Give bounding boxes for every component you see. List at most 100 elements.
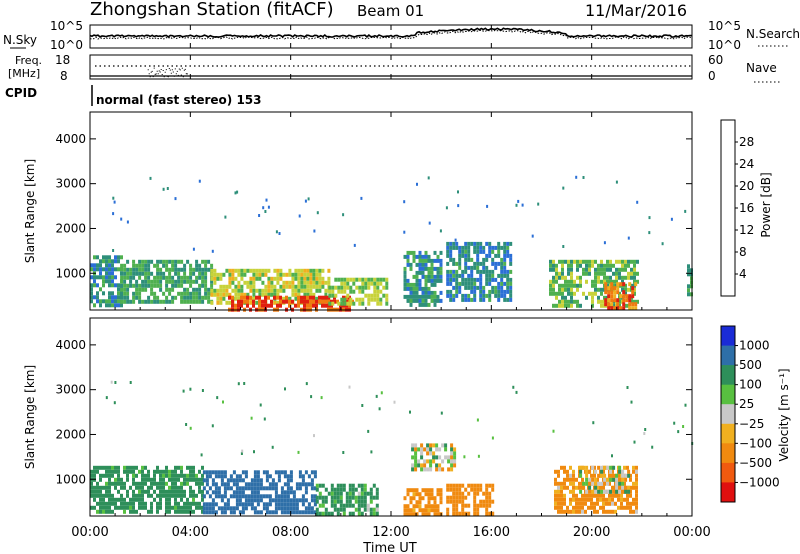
- velocity-cell: [351, 511, 355, 516]
- power-echo: [120, 217, 123, 221]
- power-cell: [497, 253, 501, 258]
- velocity-cell: [579, 473, 583, 478]
- velocity-cell: [433, 496, 437, 501]
- power-cell: [168, 267, 172, 272]
- power-cell: [183, 267, 187, 272]
- velocity-cell: [473, 503, 477, 508]
- power-cell: [204, 295, 208, 300]
- power-cell: [421, 254, 425, 259]
- velocity-cell: [618, 477, 622, 482]
- velocity-cell: [360, 495, 364, 500]
- power-echo: [192, 247, 195, 251]
- power-echo: [316, 211, 319, 215]
- velocity-cell: [177, 501, 180, 506]
- velocity-cell: [623, 465, 626, 470]
- power-cell: [153, 295, 157, 300]
- velocity-cell: [615, 473, 619, 478]
- power-cell: [288, 272, 292, 277]
- power-cell: [409, 302, 413, 307]
- power-cell: [439, 266, 443, 271]
- velocity-cell: [192, 497, 195, 502]
- velocity-cell: [560, 505, 563, 510]
- velocity-cell: [195, 481, 198, 486]
- power-cell: [135, 279, 139, 284]
- power-cell: [291, 292, 295, 297]
- power-cell: [219, 296, 223, 301]
- velocity-cell: [93, 473, 96, 478]
- velocity-cell: [593, 509, 596, 514]
- velocity-cell: [430, 504, 434, 509]
- power-cell: [303, 303, 306, 308]
- xaxis-label: Time UT: [362, 541, 416, 554]
- power-cell: [449, 241, 453, 246]
- velocity-cell: [363, 491, 367, 496]
- power-cell: [186, 259, 190, 264]
- velocity-colorbar-swatch: [721, 365, 735, 386]
- velocity-cell: [295, 482, 299, 487]
- velocity-cell: [274, 470, 278, 475]
- power-cell: [291, 272, 295, 277]
- power-cell: [331, 289, 335, 294]
- power-cell: [237, 288, 241, 293]
- power-cell: [582, 259, 585, 264]
- velocity-cell: [424, 504, 428, 509]
- power-cell: [213, 292, 217, 297]
- power-cell: [288, 299, 291, 304]
- power-cell: [364, 277, 368, 282]
- velocity-cell: [174, 509, 177, 514]
- power-cell: [633, 263, 636, 268]
- velocity-cell: [452, 483, 456, 488]
- power-cell: [616, 290, 620, 295]
- power-cell: [567, 303, 570, 308]
- power-echo: [439, 229, 442, 233]
- power-cell: [376, 293, 380, 298]
- power-cell: [609, 275, 612, 280]
- power-cell: [436, 274, 440, 279]
- velocity-cell: [342, 487, 346, 492]
- velocity-cell: [150, 501, 153, 506]
- power-cell: [446, 277, 450, 282]
- velocity-cell: [223, 486, 227, 491]
- power-colorbar-label: Power [dB]: [759, 172, 773, 237]
- velocity-cell: [315, 507, 319, 512]
- velocity-cell: [458, 483, 462, 488]
- power-cell: [439, 262, 443, 267]
- power-cell: [246, 295, 249, 300]
- power-cell: [636, 259, 639, 264]
- velocity-cell: [93, 477, 96, 482]
- power-cell: [258, 272, 262, 277]
- velocity-cell: [301, 474, 305, 479]
- velocity-cell: [626, 493, 629, 498]
- velocity-cell: [283, 490, 287, 495]
- velocity-cell: [581, 501, 584, 506]
- velocity-cell: [452, 495, 456, 500]
- velocity-cell: [223, 474, 227, 479]
- velocity-cell: [174, 505, 177, 510]
- power-cell: [228, 268, 232, 273]
- velocity-cell: [286, 486, 290, 491]
- power-cell: [424, 278, 428, 283]
- power-cell: [306, 295, 309, 300]
- power-cell: [255, 295, 258, 300]
- power-cell: [455, 269, 459, 274]
- power-cell: [180, 275, 184, 280]
- power-cell: [297, 284, 301, 289]
- velocity-cell: [426, 459, 430, 464]
- power-cell: [627, 259, 630, 264]
- power-cell: [491, 249, 495, 254]
- velocity-cell: [171, 505, 174, 510]
- velocity-cell: [280, 486, 284, 491]
- power-colorbar-tick-label: 8: [739, 245, 747, 259]
- power-cell: [500, 273, 504, 278]
- velocity-cell: [351, 495, 355, 500]
- velocity-cell: [433, 512, 437, 517]
- velocity-cell: [186, 497, 189, 502]
- power-cell: [555, 291, 558, 296]
- velocity-cell: [265, 510, 269, 515]
- power-cell: [147, 275, 151, 280]
- velocity-cell: [578, 481, 581, 486]
- power-cell: [552, 279, 555, 284]
- velocity-cell: [189, 469, 192, 474]
- velocity-cell: [283, 470, 287, 475]
- power-cell: [273, 300, 277, 305]
